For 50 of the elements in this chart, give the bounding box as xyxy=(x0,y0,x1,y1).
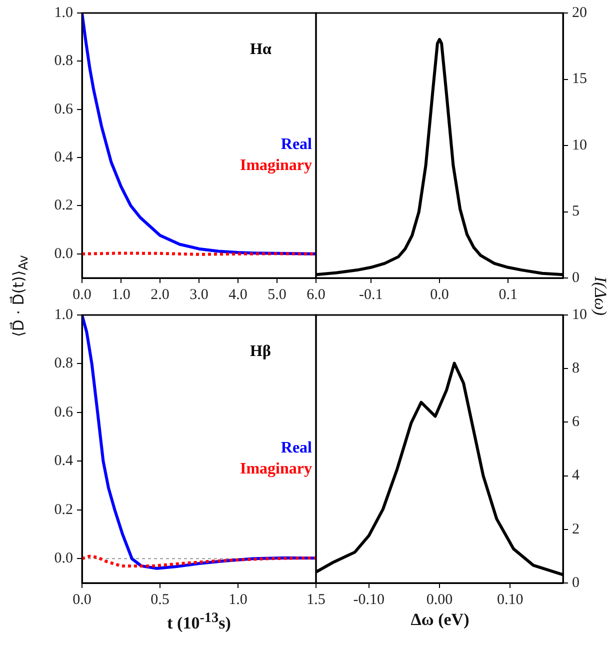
y-tick-label: 0.6 xyxy=(54,404,74,420)
x-axis-title: Δω (eV) xyxy=(410,610,470,630)
x-tick-label: -0.1 xyxy=(359,286,383,303)
y2-tick-label: 4 xyxy=(572,468,580,484)
y2-tick-label: 2 xyxy=(572,521,580,538)
annotation: Hβ xyxy=(250,343,271,360)
y-tick-label: 0.8 xyxy=(54,356,73,372)
y-tick-label: 0.6 xyxy=(54,101,74,118)
y2-tick-label: 6 xyxy=(572,414,580,430)
x-tick-label: 1.5 xyxy=(306,592,326,608)
x-tick-label: 0.00 xyxy=(426,592,453,608)
y-tick-label: 0.4 xyxy=(54,453,74,470)
x-tick-label: 5.0 xyxy=(268,286,286,303)
x-tick-label: 0.0 xyxy=(72,286,92,303)
y2-tick-label: 8 xyxy=(572,360,580,377)
x-tick-label: 1.0 xyxy=(112,286,130,303)
x-tick-label: 0.5 xyxy=(150,592,170,608)
text: Real xyxy=(280,136,313,154)
y2-tick-label: 10 xyxy=(572,137,587,154)
y-tick-label: 1.0 xyxy=(54,4,73,21)
y-tick-label: 0.0 xyxy=(54,550,73,567)
y2-tick-label: 0 xyxy=(572,574,580,591)
x-tick-label: 0.10 xyxy=(496,592,524,608)
y-tick-label: 0.2 xyxy=(54,198,73,214)
text: Imaginary xyxy=(240,460,312,478)
line-series xyxy=(82,554,316,568)
x-tick-label: 2.0 xyxy=(150,286,170,303)
y2-axis-title: I(Δω) xyxy=(590,276,610,316)
y-tick-label: 0.4 xyxy=(54,149,74,166)
y-tick-label: 0.2 xyxy=(54,502,73,518)
y2-tick-label: 15 xyxy=(572,71,587,88)
y-tick-label: 0.8 xyxy=(54,53,73,70)
x-axis-title: t (10$^{-13}$s) xyxy=(167,610,231,634)
x-tick-label: 4.0 xyxy=(228,286,248,303)
y2-tick-label: 20 xyxy=(572,4,587,21)
x-tick-label: 3.0 xyxy=(190,286,208,303)
y2-tick-label: 10 xyxy=(572,306,587,323)
y2-tick-label: 5 xyxy=(572,204,580,220)
x-tick-label: 0.0 xyxy=(72,592,92,608)
x-tick-label: -0.10 xyxy=(353,592,385,608)
x-tick-label: 1.0 xyxy=(228,592,248,608)
text: Imaginary xyxy=(240,157,312,174)
y-tick-label: 1.0 xyxy=(54,306,73,323)
annotation: Hα xyxy=(250,41,272,58)
y-tick-label: 0.0 xyxy=(54,246,73,262)
x-tick-label: 0.1 xyxy=(498,286,518,303)
x-tick-label: 6.0 xyxy=(306,286,326,303)
x-tick-label: 0.0 xyxy=(430,286,449,303)
y2-tick-label: 0 xyxy=(572,270,580,286)
text: Real xyxy=(280,440,313,457)
